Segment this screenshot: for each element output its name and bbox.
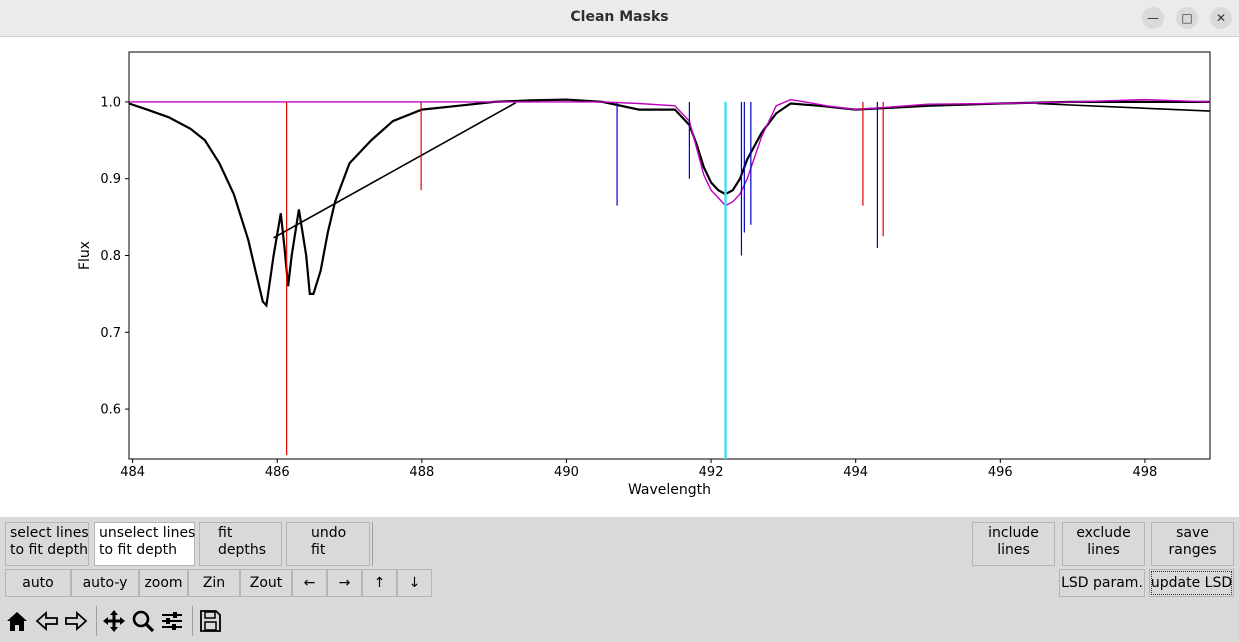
back-icon[interactable] [34,607,60,635]
home-icon[interactable] [4,607,30,635]
maximize-icon[interactable]: □ [1176,7,1198,29]
plot-canvas[interactable]: 484 486 488 490 492 494 496 498 0.6 0.7 0.8 0.9 1.0 W… [0,37,1239,517]
x-tick-label-7: 498 [1133,465,1158,480]
x-axis-label: Wavelength [628,482,711,498]
pan-up-button[interactable]: ↑ [362,569,397,597]
zoom-out-button[interactable]: Zout [240,569,292,597]
zoom-in-button[interactable]: Zin [188,569,240,597]
y-tick-label-2: 0.8 [100,249,121,264]
window-title: Clean Masks [570,9,669,25]
zoom-button[interactable]: zoom [139,569,188,597]
series-line-1 [273,102,517,239]
configure-icon[interactable] [159,607,185,635]
axes-frame [128,51,1211,460]
unselect-lines-fit-depth-button[interactable]: unselect lines to fit depth [94,522,195,566]
x-tick-label-4: 492 [699,465,724,480]
x-tick-label-6: 496 [988,465,1013,480]
x-tick-label-2: 488 [409,465,434,480]
pan-right-button[interactable]: → [327,569,362,597]
y-tick-label-4: 1.0 [100,95,121,110]
y-tick-label-3: 0.9 [100,172,121,187]
minimize-icon[interactable]: — [1142,7,1164,29]
spectrum-chart[interactable]: 484 486 488 490 492 494 496 498 0.6 0.7 0.8 0.9 1.0 W… [0,37,1239,517]
fit-depths-button[interactable]: fit depths [199,522,282,566]
toolbar-divider [96,606,97,636]
select-lines-fit-depth-button[interactable]: select lines to fit depth [5,522,89,566]
undo-fit-button[interactable]: undo fit [286,522,370,566]
pan-left-button[interactable]: ← [292,569,327,597]
y-axis-label: Flux [77,241,93,270]
title-bar: Clean Masks — □ ✕ [0,0,1239,37]
close-icon[interactable]: ✕ [1210,7,1232,29]
pan-down-button[interactable]: ↓ [397,569,432,597]
exclude-lines-button[interactable]: exclude lines [1062,522,1145,566]
divider [372,522,373,566]
auto-y-button[interactable]: auto-y [71,569,139,597]
save-icon[interactable] [197,607,223,635]
forward-icon[interactable] [63,607,89,635]
series-line-3 [129,98,1210,207]
y-tick-label-1: 0.7 [100,326,121,341]
toolbar-divider [192,606,193,636]
pan-icon[interactable] [101,607,127,635]
x-tick-label-0: 484 [120,465,145,480]
include-lines-button[interactable]: include lines [972,522,1055,566]
y-tick-label-0: 0.6 [100,403,121,418]
series-line-2 [1036,102,1210,112]
auto-button[interactable]: auto [5,569,71,597]
save-ranges-button[interactable]: save ranges [1151,522,1234,566]
x-tick-label-3: 490 [554,465,579,480]
x-tick-label-1: 486 [265,465,290,480]
x-tick-label-5: 494 [843,465,868,480]
zoom-icon[interactable] [130,607,156,635]
lsd-param-button[interactable]: LSD param. [1059,569,1145,597]
update-lsd-button[interactable]: update LSD [1149,569,1234,597]
